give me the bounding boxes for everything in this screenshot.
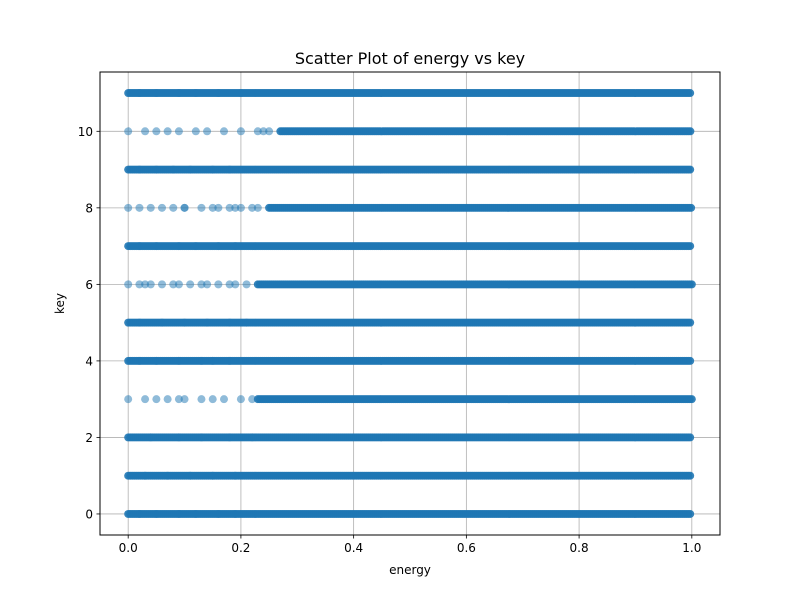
y-tick-label: 8 xyxy=(85,201,93,215)
data-point xyxy=(197,203,206,212)
data-point xyxy=(686,89,695,98)
data-point xyxy=(686,356,695,365)
data-point xyxy=(124,395,133,404)
data-point xyxy=(686,471,695,480)
data-point xyxy=(248,203,257,212)
y-axis-label: key xyxy=(53,293,67,314)
data-point xyxy=(141,280,150,289)
data-point xyxy=(686,433,695,442)
x-tick-label: 1.0 xyxy=(682,541,701,555)
data-point xyxy=(146,280,155,289)
data-point xyxy=(152,127,161,136)
data-point xyxy=(236,203,245,212)
data-point xyxy=(242,280,251,289)
x-tick-label: 0.0 xyxy=(119,541,138,555)
x-tick-label: 0.4 xyxy=(344,541,363,555)
data-point xyxy=(158,203,166,212)
data-point xyxy=(220,395,228,404)
data-point xyxy=(174,395,183,404)
data-point xyxy=(687,395,696,404)
data-point xyxy=(186,280,195,289)
x-axis-label: energy xyxy=(389,563,431,577)
data-point xyxy=(135,280,144,289)
data-point xyxy=(158,280,166,289)
axis-ticks: 0.0 0.2 0.4 0.6 0.8 1.0 0 2 4 6 8 10 xyxy=(78,125,702,555)
data-point xyxy=(141,395,150,404)
y-tick-label: 6 xyxy=(85,278,93,292)
data-point xyxy=(174,280,183,289)
x-tick-label: 0.2 xyxy=(231,541,250,555)
data-point xyxy=(686,318,695,327)
data-point xyxy=(214,280,223,289)
y-tick-label: 0 xyxy=(85,507,93,521)
data-point xyxy=(231,203,240,212)
data-point xyxy=(169,203,178,212)
data-point xyxy=(141,127,150,136)
plot-area-frame xyxy=(99,71,721,536)
data-point xyxy=(135,203,144,212)
data-point xyxy=(248,395,257,404)
data-point xyxy=(236,127,245,136)
data-point xyxy=(163,395,172,404)
y-tick-label: 10 xyxy=(78,125,93,139)
data-point xyxy=(686,242,695,251)
data-point xyxy=(253,203,262,212)
data-point xyxy=(197,395,206,404)
data-point xyxy=(265,127,274,136)
data-point xyxy=(231,280,240,289)
y-tick-label: 2 xyxy=(85,431,93,445)
y-tick-label: 4 xyxy=(85,354,93,368)
data-point xyxy=(686,127,695,136)
data-point xyxy=(208,395,217,404)
data-point xyxy=(180,395,189,404)
data-point xyxy=(124,203,133,212)
data-point xyxy=(124,280,133,289)
chart-title: Scatter Plot of energy vs key xyxy=(295,49,525,68)
data-point xyxy=(687,203,696,212)
x-tick-label: 0.8 xyxy=(570,541,589,555)
data-point xyxy=(174,127,183,136)
data-point xyxy=(225,203,234,212)
data-point xyxy=(225,280,234,289)
data-point xyxy=(259,127,268,136)
data-point xyxy=(686,165,695,174)
data-point xyxy=(214,203,223,212)
data-point xyxy=(146,203,155,212)
data-point xyxy=(152,395,161,404)
data-point xyxy=(220,127,228,136)
data-point xyxy=(169,280,178,289)
data-point xyxy=(253,127,262,136)
data-point xyxy=(191,127,200,136)
x-tick-label: 0.6 xyxy=(457,541,476,555)
data-point xyxy=(687,280,696,289)
data-point xyxy=(236,395,245,404)
data-points xyxy=(124,89,696,518)
data-point xyxy=(197,280,206,289)
data-point xyxy=(180,203,189,212)
data-point xyxy=(686,509,695,518)
data-point xyxy=(203,280,212,289)
data-point xyxy=(163,127,172,136)
data-point xyxy=(124,127,133,136)
data-point xyxy=(203,127,212,136)
data-point xyxy=(208,203,217,212)
